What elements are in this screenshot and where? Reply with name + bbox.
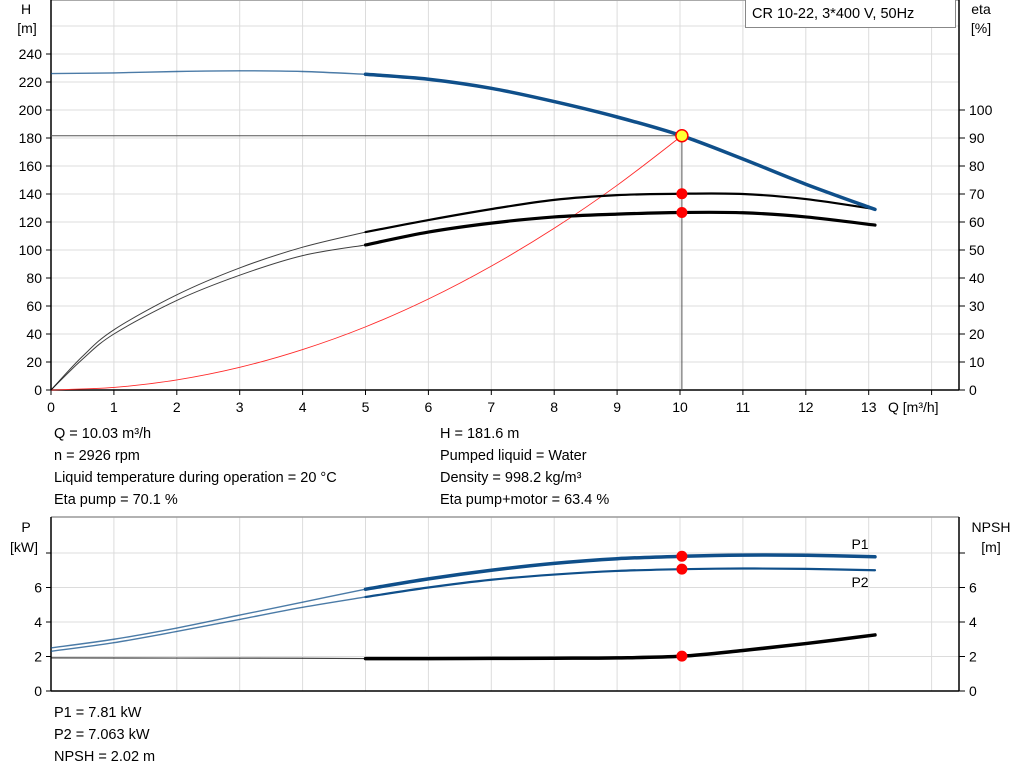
x-tick-label: 7 xyxy=(487,399,495,415)
y-left-axis-unit: [m] xyxy=(17,20,36,36)
eta-pump-duty-point xyxy=(676,188,688,200)
y-left-tick-label: 160 xyxy=(19,158,43,174)
y-left-tick-label: 120 xyxy=(19,214,43,230)
y-right-tick-label: 6 xyxy=(969,580,977,596)
y-left-tick-label: 240 xyxy=(19,46,43,62)
head-curve-extended xyxy=(50,70,366,75)
eta-pump-curve xyxy=(364,192,877,234)
y-left-tick-label: 0 xyxy=(34,382,42,398)
npsh-duty-point xyxy=(676,650,688,662)
duty-info-left: Q = 10.03 m³/h n = 2926 rpm Liquid tempe… xyxy=(54,423,337,511)
info-eta-pump: Eta pump = 70.1 % xyxy=(54,492,178,508)
p2-curve-extended xyxy=(50,596,366,653)
y-left-tick-label: 40 xyxy=(26,326,42,342)
x-axis-label: Q [m³/h] xyxy=(888,399,939,415)
y-left-tick-label: 60 xyxy=(26,298,42,314)
y-right-tick-label: 0 xyxy=(969,382,977,398)
y-left-tick-label: 20 xyxy=(26,354,42,370)
y-right-tick-label: 50 xyxy=(969,242,985,258)
x-tick-label: 5 xyxy=(362,399,370,415)
info-head: H = 181.6 m xyxy=(440,426,520,442)
y-right-axis-title: eta xyxy=(971,1,991,17)
y-left-tick-label: 200 xyxy=(19,102,43,118)
info-flow: Q = 10.03 m³/h xyxy=(54,426,152,442)
x-tick-label: 9 xyxy=(613,399,621,415)
y-right-tick-label: 10 xyxy=(969,354,985,370)
info-temperature: Liquid temperature during operation = 20… xyxy=(54,470,337,486)
y-left-axis-unit: [kW] xyxy=(10,539,38,555)
x-tick-label: 8 xyxy=(550,399,558,415)
x-tick-label: 10 xyxy=(672,399,688,415)
info-liquid: Pumped liquid = Water xyxy=(440,448,587,464)
x-tick-label: 4 xyxy=(299,399,307,415)
p1-series-label: P1 xyxy=(851,536,868,552)
y-left-tick-label: 4 xyxy=(34,614,42,630)
info-p1: P1 = 7.81 kW xyxy=(54,705,142,721)
y-left-tick-label: 0 xyxy=(34,683,42,699)
eta-pump-motor-curve-extended xyxy=(50,244,366,391)
y-right-tick-label: 90 xyxy=(969,130,985,146)
p2-duty-point xyxy=(676,563,688,575)
y-right-tick-label: 40 xyxy=(969,270,985,286)
p2-series-label: P2 xyxy=(851,574,868,590)
y-right-tick-label: 2 xyxy=(969,649,977,665)
y-left-tick-label: 140 xyxy=(19,186,43,202)
y-left-axis-title: H xyxy=(21,1,31,17)
y-right-tick-label: 60 xyxy=(969,214,985,230)
y-right-tick-label: 70 xyxy=(969,186,985,202)
x-tick-label: 6 xyxy=(425,399,433,415)
info-npsh: NPSH = 2.02 m xyxy=(54,749,156,765)
npsh-curve xyxy=(363,633,877,661)
y-left-tick-label: 100 xyxy=(19,242,43,258)
y-right-axis-unit: [m] xyxy=(981,539,1000,555)
y-left-axis-title: P xyxy=(21,519,30,535)
y-right-tick-label: 20 xyxy=(969,326,985,342)
x-tick-label: 13 xyxy=(861,399,877,415)
y-left-tick-label: 6 xyxy=(34,580,42,596)
eta-pump-motor-curve xyxy=(363,210,877,247)
x-tick-label: 11 xyxy=(736,399,751,415)
y-right-tick-label: 80 xyxy=(969,158,985,174)
y-right-axis-unit: [%] xyxy=(971,20,991,36)
y-right-tick-label: 100 xyxy=(969,102,993,118)
y-left-tick-label: 80 xyxy=(26,270,42,286)
y-left-tick-label: 2 xyxy=(34,649,42,665)
p1-curve xyxy=(363,553,877,591)
info-eta-pump-motor: Eta pump+motor = 63.4 % xyxy=(440,492,610,508)
npsh-curve-extended xyxy=(50,657,366,660)
p1-duty-point xyxy=(676,550,688,562)
y-right-tick-label: 0 xyxy=(969,683,977,699)
y-right-axis-title: NPSH xyxy=(972,519,1011,535)
y-right-tick-label: 30 xyxy=(969,298,985,314)
x-tick-label: 3 xyxy=(236,399,244,415)
chart-legend-title: CR 10-22, 3*400 V, 50Hz xyxy=(745,0,956,28)
y-left-tick-label: 220 xyxy=(19,74,43,90)
y-right-tick-label: 4 xyxy=(969,614,977,630)
x-tick-label: 12 xyxy=(798,399,814,415)
p1-curve-extended xyxy=(50,588,366,649)
system-curve xyxy=(50,135,683,391)
eta-pump-curve-extended xyxy=(50,231,366,391)
head-curve xyxy=(363,72,877,212)
x-tick-label: 0 xyxy=(47,399,55,415)
info-density: Density = 998.2 kg/m³ xyxy=(440,470,582,486)
info-speed: n = 2926 rpm xyxy=(54,448,140,464)
head-duty-point xyxy=(675,129,689,143)
x-tick-label: 2 xyxy=(173,399,181,415)
x-tick-label: 1 xyxy=(110,399,118,415)
info-p2: P2 = 7.063 kW xyxy=(54,727,150,743)
y-left-tick-label: 180 xyxy=(19,130,43,146)
power-info: P1 = 7.81 kW P2 = 7.063 kW NPSH = 2.02 m xyxy=(54,702,155,768)
p2-curve xyxy=(364,567,877,599)
duty-info-right: H = 181.6 m Pumped liquid = Water Densit… xyxy=(440,423,609,511)
eta-pump-motor-duty-point xyxy=(676,206,688,218)
